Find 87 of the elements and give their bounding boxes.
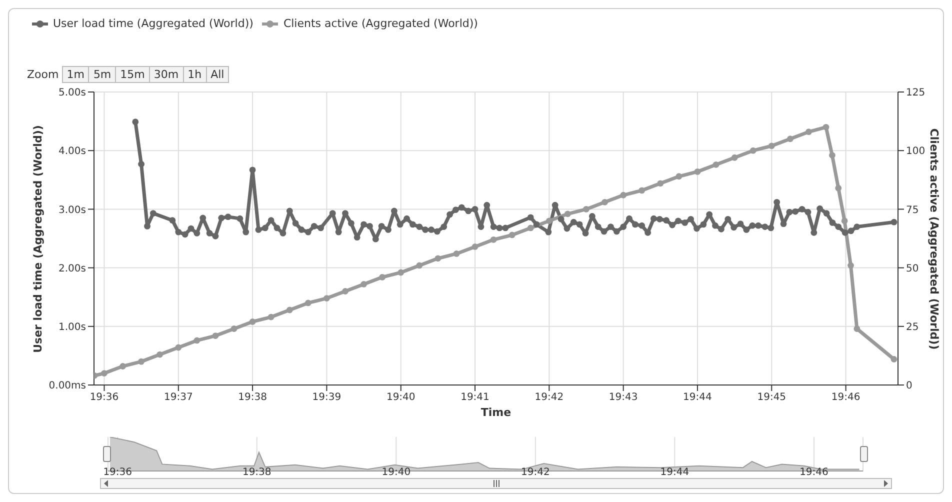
text: Zoom <box>27 68 59 81</box>
point <box>268 314 274 320</box>
point <box>854 326 860 332</box>
point <box>835 184 842 192</box>
y2-tick-label: 50 <box>906 263 919 274</box>
point <box>304 300 312 306</box>
point <box>286 306 293 314</box>
point <box>546 218 552 224</box>
x-axis-title: Time <box>480 406 512 419</box>
point <box>434 255 442 262</box>
x-tick-label: 19:46 <box>800 467 828 478</box>
point <box>212 332 219 339</box>
point <box>841 218 848 224</box>
point <box>822 124 830 130</box>
point <box>527 224 534 232</box>
x-tick-label: 19:38 <box>238 392 267 404</box>
point <box>416 262 423 269</box>
point <box>194 337 200 344</box>
point <box>156 351 164 358</box>
x-tick-label: 19:44 <box>660 467 690 478</box>
text: 5m <box>88 66 116 83</box>
point <box>564 210 571 218</box>
text: 15m <box>115 66 150 83</box>
x-tick-label: 19:42 <box>521 467 550 478</box>
x-tick-label: 19:39 <box>312 392 342 404</box>
point <box>806 128 812 136</box>
point <box>138 358 144 365</box>
point <box>398 269 404 276</box>
text: 1m <box>62 66 90 83</box>
x-tick-label: 19:40 <box>386 392 416 404</box>
y2-tick-label: 25 <box>906 322 919 333</box>
x-tick-label: 19:42 <box>534 392 564 404</box>
point <box>786 136 794 142</box>
x-tick-label: 19:44 <box>683 392 712 404</box>
x-tick-label: 19:46 <box>831 392 860 404</box>
point <box>360 281 367 288</box>
point <box>508 232 516 238</box>
point <box>230 326 238 332</box>
text: 30m <box>148 66 184 83</box>
x-tick-label: 19:43 <box>608 392 638 404</box>
y2-tick-label: 100 <box>906 146 926 158</box>
point <box>731 154 738 161</box>
x-tick-label: 19:40 <box>382 467 411 478</box>
y-tick-label: 3.00s <box>58 204 86 216</box>
y-tick-label: 0.00ms <box>48 380 86 392</box>
point <box>768 142 775 150</box>
point <box>676 173 682 180</box>
text: 1h <box>182 66 207 83</box>
x-tick-label: 19:36 <box>103 467 132 478</box>
x-tick-label: 19:37 <box>164 392 193 404</box>
point <box>175 344 182 351</box>
legend-label: Clients active (Aggregated (World)) <box>283 17 478 30</box>
point <box>120 363 126 370</box>
point <box>890 356 898 362</box>
text: All <box>206 66 230 83</box>
point <box>638 187 646 194</box>
point <box>342 288 348 294</box>
y2-tick-label: 0 <box>906 380 912 392</box>
y2-axis-title: Clients active (Aggregated (World)) <box>928 128 940 350</box>
point <box>620 192 627 198</box>
y-tick-label: 4.00s <box>58 146 86 158</box>
point <box>249 318 256 325</box>
x-tick-label: 19:45 <box>757 392 786 404</box>
point <box>602 198 608 206</box>
point <box>324 295 330 302</box>
point <box>694 168 701 175</box>
point <box>490 236 497 243</box>
point <box>657 180 664 187</box>
point <box>712 161 720 168</box>
y-tick-label: 5.00s <box>58 88 86 99</box>
point <box>583 206 590 212</box>
y-tick-label: 1.00s <box>58 322 86 333</box>
x-tick-label: 19:36 <box>90 392 119 404</box>
y-tick-label: 2.00s <box>58 263 86 274</box>
point <box>750 147 756 154</box>
point <box>379 274 386 280</box>
point <box>472 244 478 250</box>
point <box>101 370 108 376</box>
x-tick-label: 19:41 <box>460 392 490 404</box>
point <box>828 152 836 158</box>
y-axis-title: User load time (Aggregated (World)) <box>32 125 44 353</box>
point <box>453 250 460 257</box>
x-tick-label: 19:38 <box>242 467 272 478</box>
point <box>848 262 854 269</box>
legend-label: User load time (Aggregated (World)) <box>53 17 254 30</box>
y2-tick-label: 75 <box>906 204 919 216</box>
y2-tick-label: 125 <box>906 88 926 99</box>
